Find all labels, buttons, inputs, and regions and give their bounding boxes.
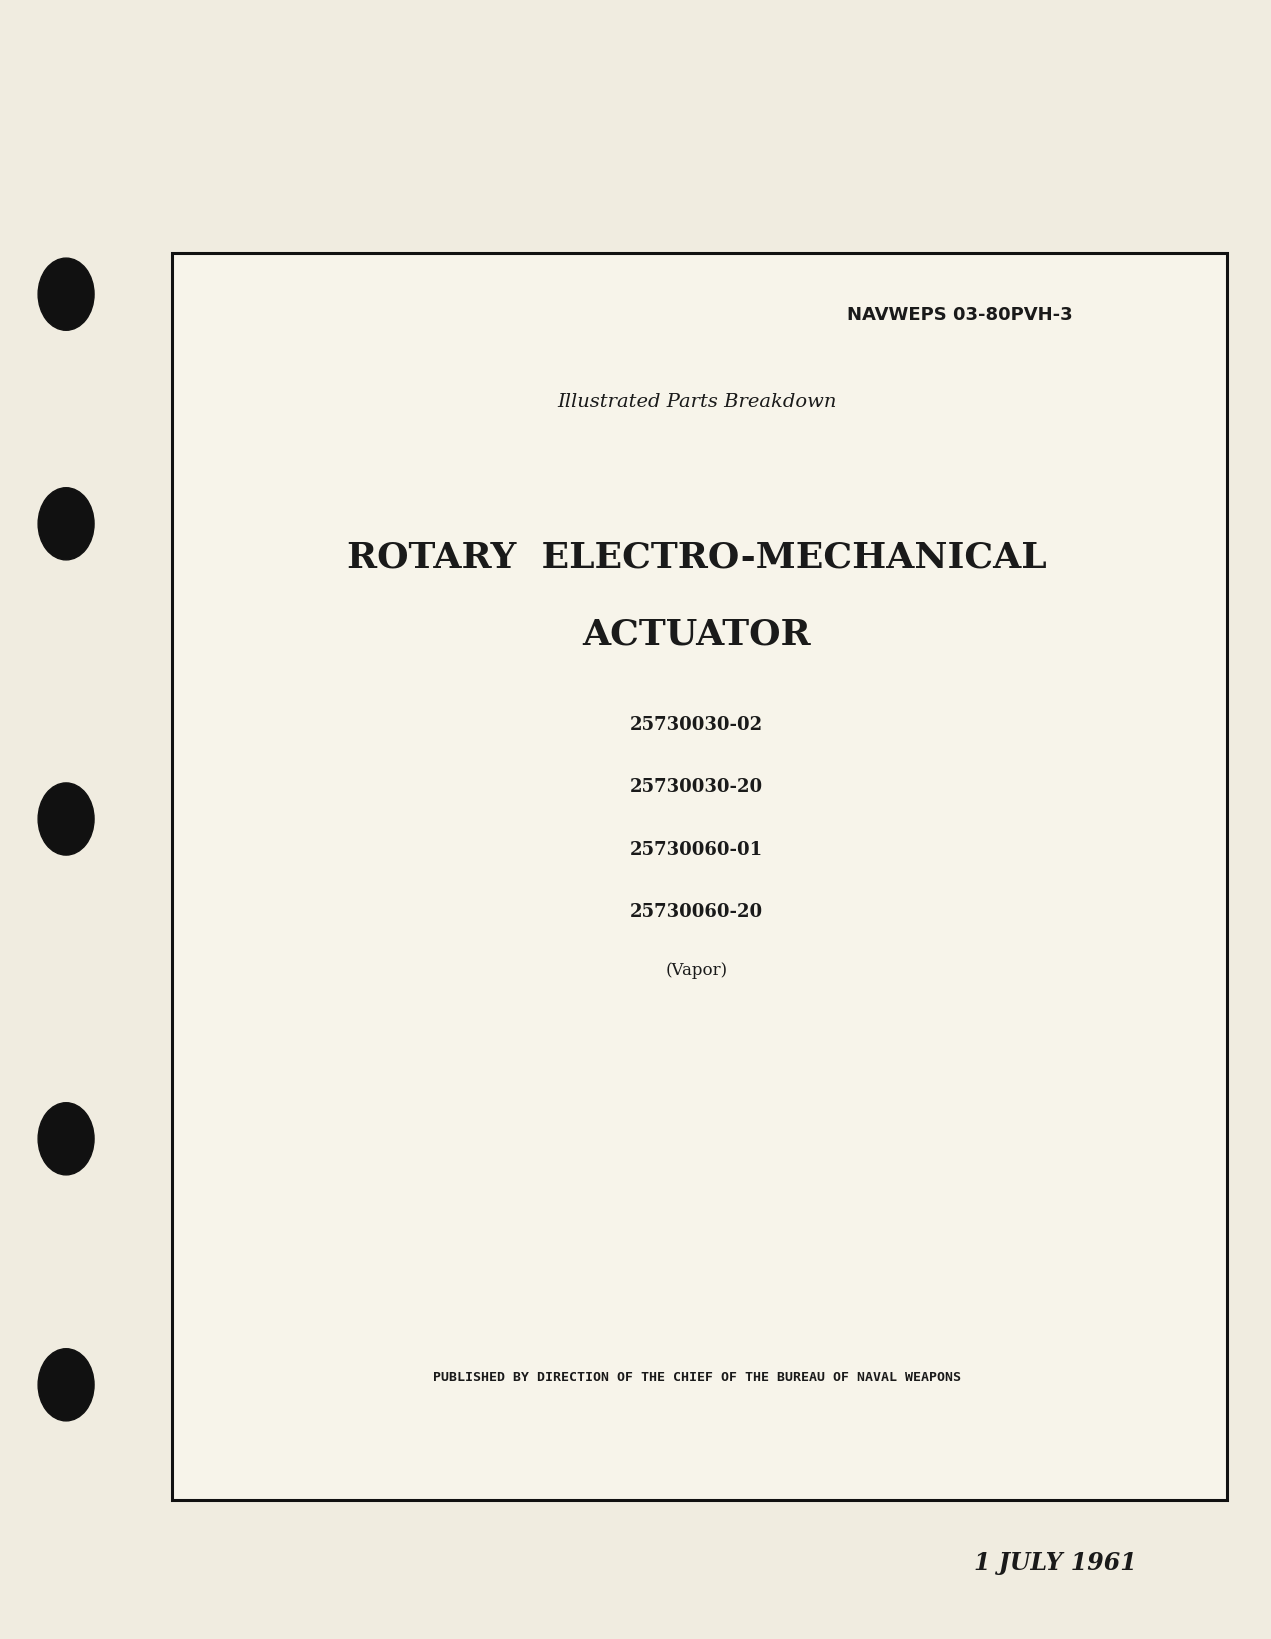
Text: (Vapor): (Vapor) <box>666 962 727 978</box>
Circle shape <box>38 783 94 856</box>
Text: 25730060-01: 25730060-01 <box>630 841 763 857</box>
Text: NAVWEPS 03-80PVH-3: NAVWEPS 03-80PVH-3 <box>846 306 1073 323</box>
Text: Illustrated Parts Breakdown: Illustrated Parts Breakdown <box>557 393 836 410</box>
Text: 1 JULY 1961: 1 JULY 1961 <box>974 1550 1136 1573</box>
Text: PUBLISHED BY DIRECTION OF THE CHIEF OF THE BUREAU OF NAVAL WEAPONS: PUBLISHED BY DIRECTION OF THE CHIEF OF T… <box>432 1370 961 1383</box>
Bar <box>172 254 1227 1500</box>
Text: 25730030-02: 25730030-02 <box>630 716 763 733</box>
Circle shape <box>38 1349 94 1421</box>
Text: 25730030-20: 25730030-20 <box>630 779 763 795</box>
Circle shape <box>38 488 94 561</box>
Circle shape <box>38 259 94 331</box>
Circle shape <box>38 1103 94 1175</box>
Text: ACTUATOR: ACTUATOR <box>582 618 811 651</box>
Text: ROTARY  ELECTRO-MECHANICAL: ROTARY ELECTRO-MECHANICAL <box>347 541 1046 574</box>
Text: 25730060-20: 25730060-20 <box>630 903 763 919</box>
